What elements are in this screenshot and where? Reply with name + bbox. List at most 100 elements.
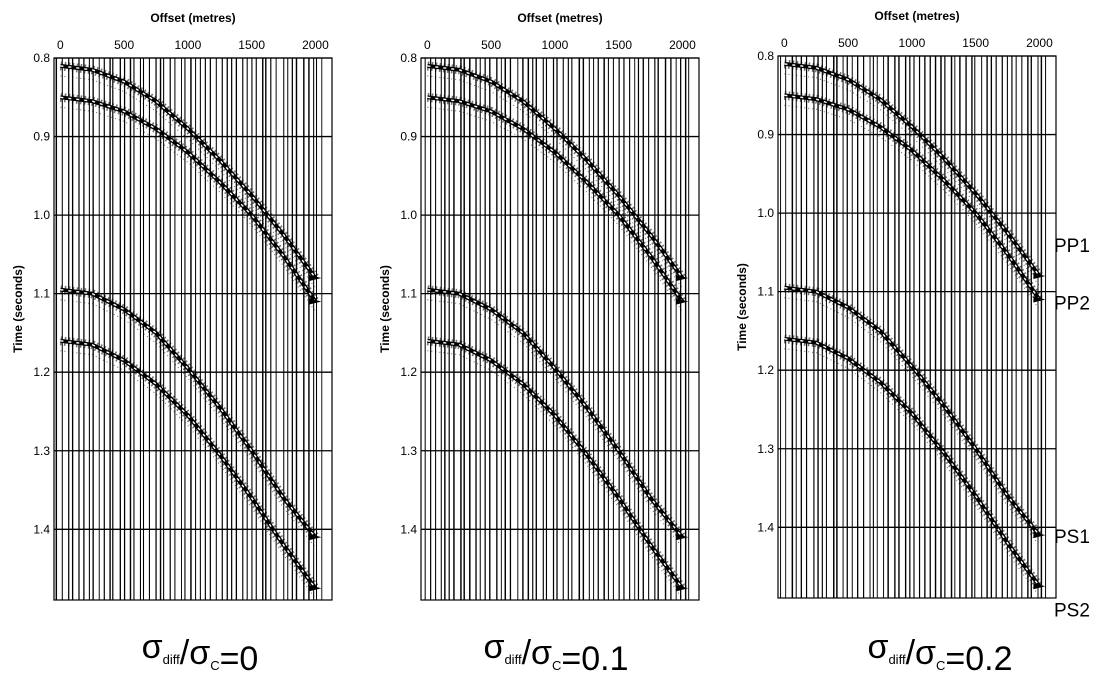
y-tick-label: 1.0	[33, 208, 50, 222]
panel-caption: σdiff/σC=0.2	[867, 628, 1012, 678]
x-tick-label: 2000	[1026, 36, 1053, 50]
y-tick-label: 0.9	[33, 130, 50, 144]
event-highlight	[427, 96, 683, 302]
event-wavelet-band	[59, 336, 320, 591]
event-ps2	[59, 336, 322, 599]
event-label-ps1: PS1	[1054, 527, 1090, 548]
y-tick-label: 1.4	[33, 522, 50, 536]
event-highlight	[60, 65, 316, 279]
event-ps1	[783, 283, 1046, 546]
event-ringing	[427, 350, 683, 599]
event-tip-marker	[676, 298, 689, 305]
x-tick-label: 1500	[238, 38, 265, 52]
event-ringing	[427, 106, 683, 312]
event-tip-marker	[309, 585, 322, 592]
caption-part-rhs: =0.2	[945, 640, 1012, 678]
event-pp2	[426, 92, 689, 312]
seismic-panel-1: 0 500 1000 1500 2000 0.8 0.9 1.0 1.1 1.2 1.3 1.4 Off…	[11, 11, 333, 678]
x-tick-label: 2000	[669, 38, 696, 52]
caption-part-c: C	[552, 658, 561, 673]
event-tip-marker	[676, 274, 689, 281]
event-pp1	[426, 61, 689, 289]
y-tick-label: 0.8	[33, 51, 50, 65]
event-tip-marker	[1033, 583, 1046, 590]
x-tick-label: 0	[781, 36, 788, 50]
caption-part-c: C	[936, 658, 945, 673]
y-tick-label: 0.8	[400, 51, 417, 65]
event-ringing	[784, 348, 1040, 597]
y-tick-label: 1.1	[33, 287, 50, 301]
y-tick-label: 1.3	[757, 442, 774, 456]
y-axis-title: Time (seconds)	[378, 265, 392, 353]
y-axis-title: Time (seconds)	[735, 263, 749, 351]
x-tick-label: 500	[481, 38, 501, 52]
y-tick-label: 1.3	[400, 444, 417, 458]
plot-frame	[777, 55, 1057, 599]
y-tick-label: 1.4	[400, 522, 417, 536]
event-ringing	[60, 106, 316, 312]
x-tick-label: 0	[424, 38, 431, 52]
x-tick-label: 500	[838, 36, 858, 50]
event-ps1	[59, 285, 322, 548]
event-highlight	[427, 340, 683, 589]
event-tip-marker	[1033, 532, 1046, 539]
y-tick-label: 1.0	[400, 208, 417, 222]
panel-caption: σdiff/σC=0	[142, 628, 259, 678]
event-ringing	[60, 299, 316, 548]
event-tip-marker	[1033, 272, 1046, 279]
x-axis-title: Offset (metres)	[150, 11, 235, 25]
event-highlight	[784, 94, 1040, 300]
caption-part-slash: /	[180, 634, 190, 672]
caption-part-sigma: σ	[483, 628, 504, 666]
y-axis-title: Time (seconds)	[11, 265, 25, 353]
event-pp2	[783, 90, 1046, 310]
caption-part-rhs: =0.1	[561, 640, 628, 678]
seismic-panel-3: 0 500 1000 1500 2000 0.8 0.9 1.0 1.1 1.2 1.3 1.4 Off…	[735, 9, 1090, 678]
caption-part-sigma: σ	[915, 634, 936, 672]
y-tick-label: 1.2	[757, 363, 774, 377]
caption-part-sigma: σ	[189, 634, 210, 672]
x-tick-label: 0	[57, 38, 64, 52]
caption-part-sigma: σ	[867, 628, 888, 666]
event-ringing	[60, 350, 316, 599]
y-tick-label: 1.4	[757, 520, 774, 534]
event-label-pp1: PP1	[1054, 236, 1090, 257]
x-axis-title: Offset (metres)	[517, 11, 602, 25]
event-pp1	[59, 61, 322, 289]
x-tick-label: 1000	[899, 36, 926, 50]
x-tick-label: 1000	[542, 38, 569, 52]
event-tip-marker	[676, 585, 689, 592]
event-tip-marker	[309, 298, 322, 305]
event-highlight	[60, 96, 316, 302]
event-pp1	[783, 59, 1046, 287]
caption-part-sigma: σ	[142, 628, 163, 666]
x-tick-label: 2000	[302, 38, 329, 52]
trace-lines	[55, 58, 323, 600]
event-wavelet-band	[426, 336, 687, 591]
event-ringing	[427, 299, 683, 548]
event-tip-marker	[309, 274, 322, 281]
y-tick-label: 1.1	[400, 287, 417, 301]
event-pp2	[59, 92, 322, 312]
caption-part-diff: diff	[504, 652, 521, 667]
x-tick-label: 1000	[175, 38, 202, 52]
x-axis-title: Offset (metres)	[874, 9, 959, 23]
y-tick-label: 0.9	[757, 128, 774, 142]
y-tick-label: 1.3	[33, 444, 50, 458]
event-ps2	[783, 334, 1046, 597]
event-tip-marker	[1033, 296, 1046, 303]
event-highlight	[427, 289, 683, 538]
event-label-pp2: PP2	[1054, 294, 1090, 315]
y-tick-label: 1.0	[757, 206, 774, 220]
plot-frame	[53, 57, 333, 601]
y-tick-label: 0.9	[400, 130, 417, 144]
caption-part-c: C	[210, 658, 219, 673]
seismic-panel-2: 0 500 1000 1500 2000 0.8 0.9 1.0 1.1 1.2 1.3 1.4 Off…	[378, 11, 700, 678]
x-tick-label: 1500	[605, 38, 632, 52]
x-tick-label: 1500	[962, 36, 989, 50]
event-tip-marker	[309, 534, 322, 541]
caption-part-sigma: σ	[531, 634, 552, 672]
y-tick-label: 0.8	[757, 49, 774, 63]
plot-frame	[420, 57, 700, 601]
